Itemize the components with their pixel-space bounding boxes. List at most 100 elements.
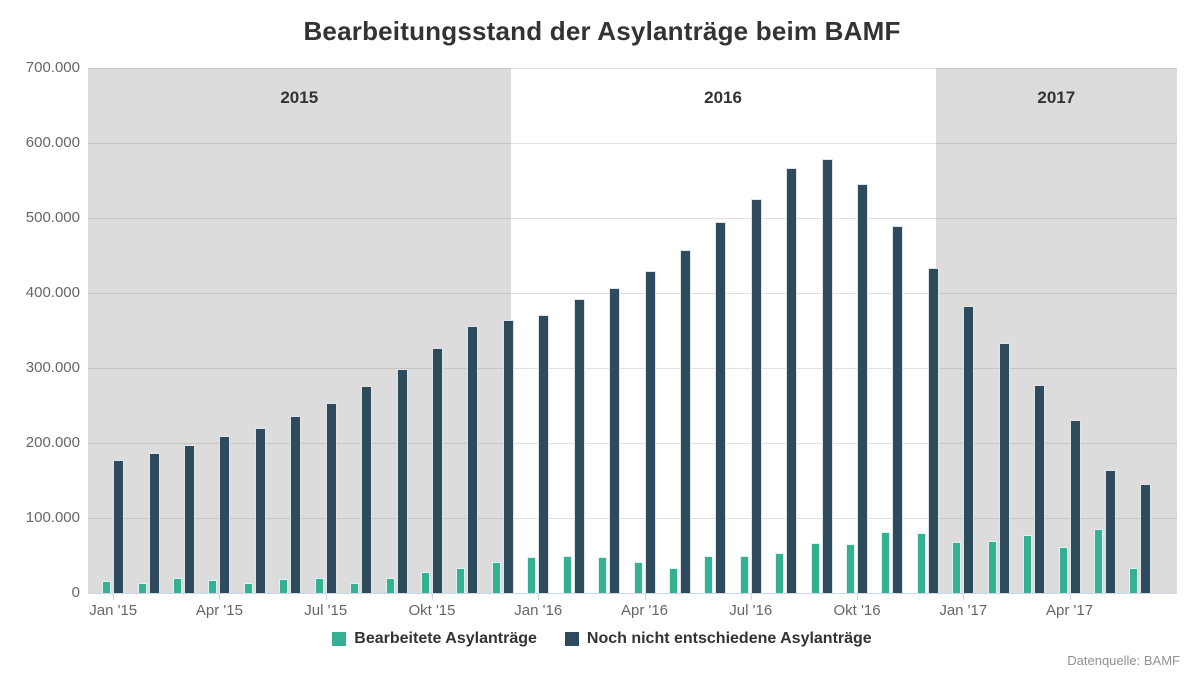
x-axis-tick [113,594,115,600]
gridline [88,443,1177,444]
bar-group-Feb17 [987,68,1010,593]
processed-bar [846,543,856,593]
pending-bar [998,343,1010,593]
pending-bar [644,270,656,593]
chart-title: Bearbeitungsstand der Asylanträge beim B… [303,16,901,46]
legend-label-processed: Bearbeitete Asylanträge [354,630,537,647]
processed-bar [385,578,395,593]
legend-label-pending: Noch nicht entschiedene Asylanträge [586,630,872,647]
y-axis-label: 100.000 [25,509,80,526]
x-axis-tick [431,594,433,600]
bar-group-Mai15 [243,68,266,593]
x-axis-label: Jan '15 [89,602,138,619]
processed-bar [987,540,997,593]
bar-group-Mai16 [668,68,691,593]
x-axis-label: Jul '15 [304,602,348,619]
pending-bar [254,428,266,593]
pending-bar [1069,419,1081,593]
pending-bar [148,452,160,593]
legend: Bearbeitete Asylanträge Noch nicht entsc… [0,630,1204,648]
pending-bar [1104,470,1116,593]
bar-group-Apr16 [633,68,656,593]
bar-group-Mr16 [598,68,621,593]
bar-group-Jun16 [704,68,727,593]
bar-group-Aug16 [775,68,798,593]
pending-bar [396,368,408,593]
gridline [88,218,1177,219]
pending-bar [963,305,975,593]
pending-bar [361,386,373,593]
x-axis-label: Apr '17 [1046,602,1094,619]
bar-group-Apr15 [208,68,231,593]
processed-series-swatch-icon [332,632,347,646]
bar-group-Jul15 [314,68,337,593]
x-axis-tick [963,594,965,600]
bar-group-Feb16 [562,68,585,593]
year-band-label: 2015 [280,88,319,107]
processed-bar [350,582,360,593]
bar-group-Jan15 [102,68,125,593]
bar-group-Feb15 [137,68,160,593]
processed-bar [491,562,501,593]
year-band-label: 2017 [1037,88,1076,107]
processed-bar [881,531,891,593]
processed-bar [562,555,572,593]
plot-area: 2015 2016 2017 [88,68,1177,594]
bar-group-Aug15 [350,68,373,593]
pending-bar [857,183,869,593]
processed-bar [137,582,147,593]
pending-bar [184,444,196,593]
processed-bar [173,578,183,593]
bar-group-Jan16 [527,68,550,593]
x-axis-tick [325,594,327,600]
processed-bar [598,557,608,593]
pending-bar [679,249,691,593]
pending-bar [573,299,585,593]
pending-bar [431,347,443,593]
gridline [88,368,1177,369]
y-axis-label: 600.000 [25,134,80,151]
x-axis-tick [538,594,540,600]
x-axis-label: Jul '16 [729,602,773,619]
processed-bar [527,557,537,593]
bar-group-Mai17 [1093,68,1116,593]
processed-bar [243,582,253,593]
x-axis-tick [1069,594,1071,600]
pending-bar [715,221,727,593]
processed-bar [1093,528,1103,593]
pending-bar [467,326,479,593]
bar-group-Jan17 [952,68,975,593]
pending-bar [821,158,833,593]
bar-group-Jun17 [1129,68,1152,593]
processed-bar [739,556,749,593]
x-axis-label: Okt '15 [408,602,456,619]
legend-item-pending[interactable]: Noch nicht entschiedene Asylanträge [564,630,872,648]
processed-bar [668,568,678,593]
x-axis-tick [857,594,859,600]
pending-bar [609,287,621,593]
year-band-2017: 2017 [935,68,1177,593]
processed-bar [775,552,785,593]
x-axis-label: Okt '16 [833,602,881,619]
pending-bar [927,268,939,593]
bar-group-Mr17 [1023,68,1046,593]
processed-bar [810,542,820,593]
pending-bar [502,320,514,593]
x-axis-label: Apr '16 [620,602,669,619]
pending-bar [1034,385,1046,593]
bar-group-Dez15 [491,68,514,593]
bar-group-Sep16 [810,68,833,593]
x-axis-label: Jan '17 [939,602,988,619]
bar-group-Sep15 [385,68,408,593]
bar-group-Nov15 [456,68,479,593]
bar-group-Nov16 [881,68,904,593]
gridline [88,518,1177,519]
processed-bar [1129,568,1139,593]
y-axis-label: 400.000 [25,284,80,301]
bar-group-Jul16 [739,68,762,593]
year-band-label: 2016 [704,88,742,107]
pending-bar [1140,484,1152,593]
y-axis-label: 700.000 [25,59,80,76]
bar-group-Apr17 [1058,68,1081,593]
legend-item-processed[interactable]: Bearbeitete Asylanträge [332,630,537,648]
